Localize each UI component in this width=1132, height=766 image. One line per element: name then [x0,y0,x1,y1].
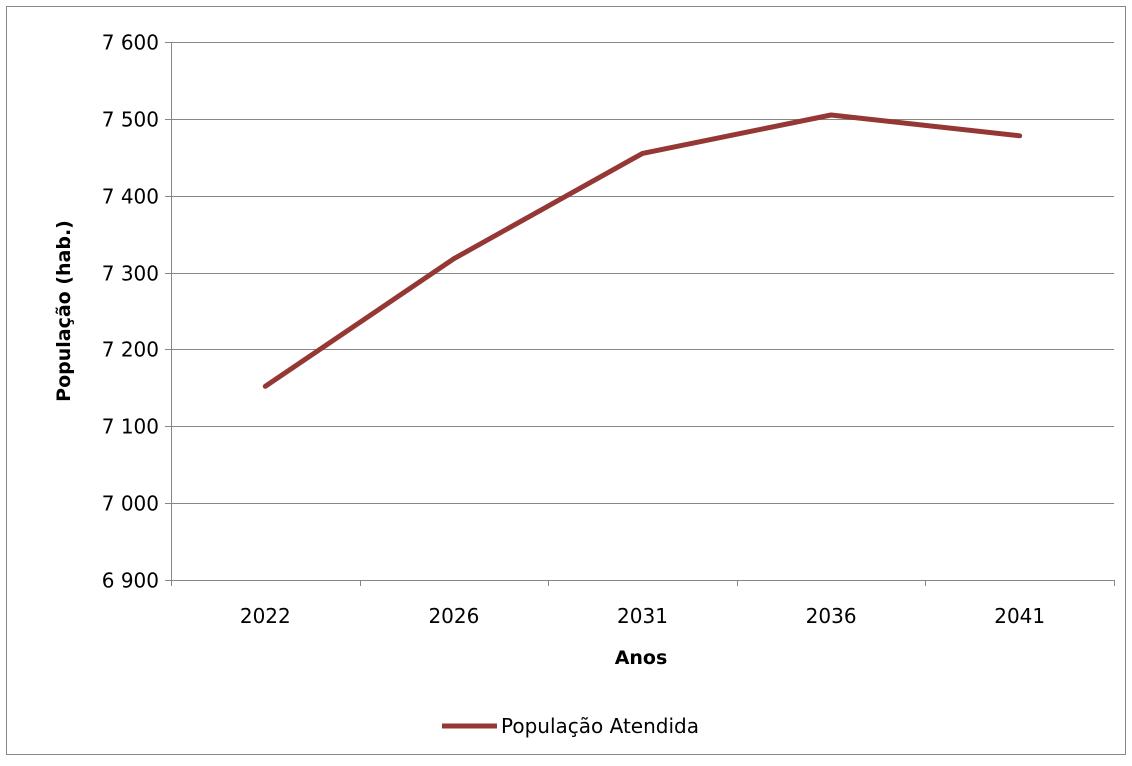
y-tick-label: 6 900 [102,569,159,593]
x-axis-title: Anos [615,647,668,669]
x-tick-label: 2022 [240,604,291,628]
series-line [262,112,1023,389]
y-tick-labels: 6 900 7 000 7 100 7 200 7 300 7 400 7 500 7 600 [102,31,159,593]
chart-frame [6,6,1126,755]
axes [165,42,1115,586]
y-tick-label: 7 100 [102,415,159,439]
gridlines [171,42,1114,504]
series-lines [262,112,1023,389]
y-tick-label: 7 500 [102,108,159,132]
x-tick-label: 2026 [428,604,479,628]
y-tick-label: 7 600 [102,31,159,55]
y-tick-label: 7 200 [102,338,159,362]
x-tick-labels: 2022 2026 2031 2036 2041 [240,604,1045,628]
y-tick-label: 7 000 [102,492,159,516]
y-axis-title: População (hab.) [53,220,75,402]
y-tick-label: 7 400 [102,185,159,209]
legend: População Atendida [442,714,699,738]
y-tick-label: 7 300 [102,262,159,286]
x-tick-label: 2036 [806,604,857,628]
x-tick-label: 2031 [617,604,668,628]
legend-label: População Atendida [501,714,699,738]
x-tick-label: 2041 [994,604,1045,628]
